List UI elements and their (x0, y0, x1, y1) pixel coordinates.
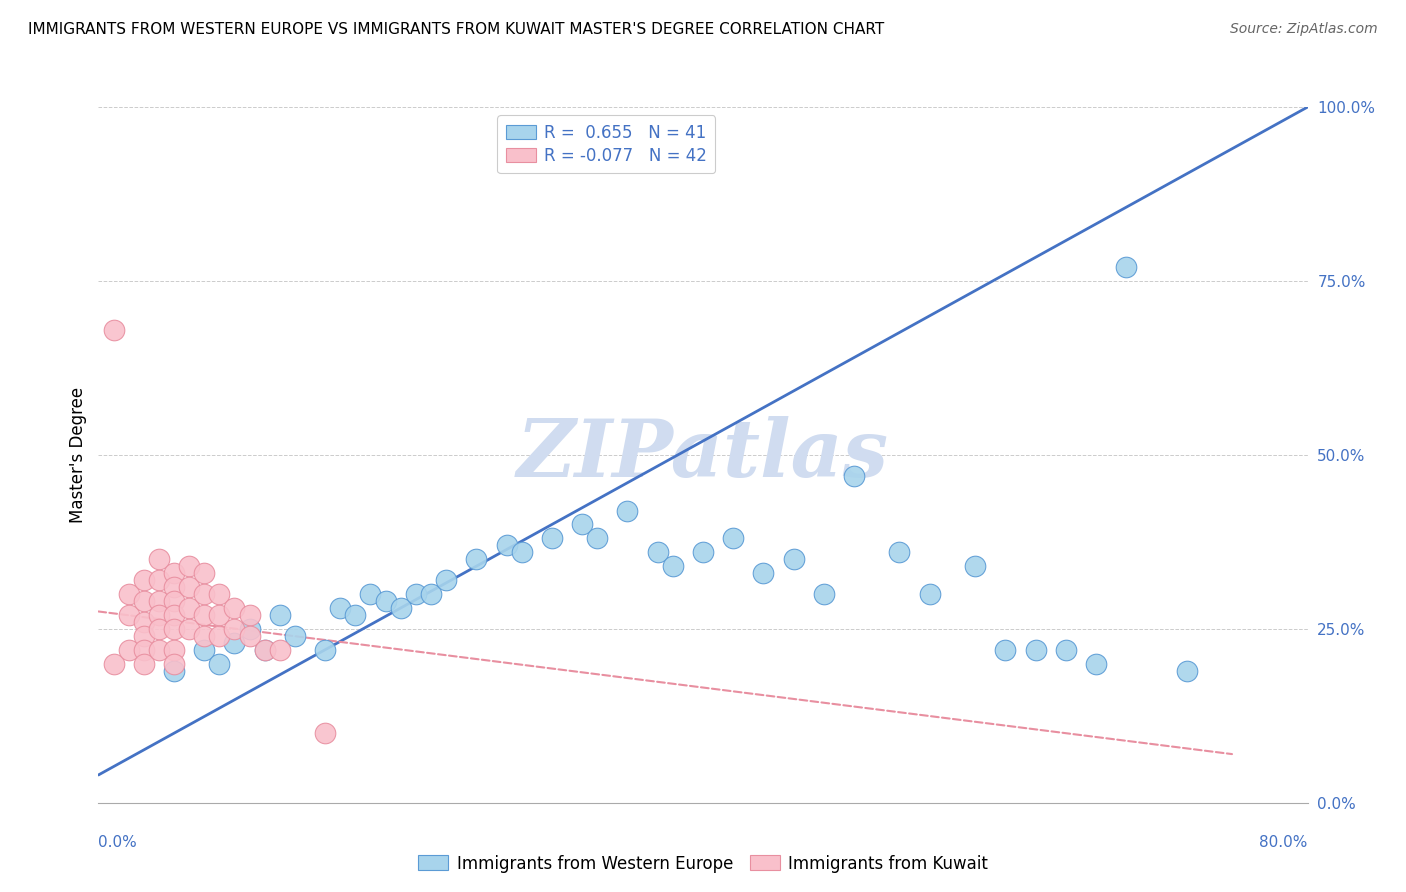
Point (918, 587, 941, 601)
Point (813, 587, 835, 601)
Point (1054, 642, 1077, 657)
Point (193, 629, 215, 643)
Point (163, 657, 186, 671)
Point (118, 607, 141, 622)
Point (193, 607, 215, 622)
Point (224, 636, 246, 650)
Point (208, 587, 231, 601)
Point (374, 594, 396, 608)
Point (419, 587, 441, 601)
Point (118, 587, 141, 601)
Point (118, 642, 141, 657)
Point (1085, 657, 1108, 671)
Point (782, 552, 804, 566)
Point (994, 642, 1017, 657)
Point (269, 607, 291, 622)
Point (208, 629, 231, 643)
Point (148, 607, 170, 622)
Point (269, 642, 291, 657)
Y-axis label: Master's Degree: Master's Degree (69, 387, 87, 523)
Point (1115, 260, 1137, 274)
Point (177, 622, 201, 636)
Point (692, 545, 714, 559)
Point (405, 587, 427, 601)
Point (1175, 664, 1198, 678)
Point (132, 657, 155, 671)
Point (616, 503, 638, 517)
Point (434, 573, 457, 587)
Point (965, 559, 987, 574)
Point (132, 615, 155, 629)
Legend: Immigrants from Western Europe, Immigrants from Kuwait: Immigrants from Western Europe, Immigran… (412, 848, 994, 880)
Point (163, 622, 186, 636)
Point (103, 657, 125, 671)
Legend: R =  0.655   N = 41, R = -0.077   N = 42: R = 0.655 N = 41, R = -0.077 N = 42 (498, 115, 716, 173)
Point (148, 552, 170, 566)
Point (163, 642, 186, 657)
Point (132, 573, 155, 587)
Point (329, 601, 352, 615)
Point (193, 642, 215, 657)
Point (177, 559, 201, 574)
Point (586, 532, 609, 546)
Point (253, 642, 276, 657)
Point (224, 601, 246, 615)
Point (103, 323, 125, 337)
Point (148, 573, 170, 587)
Point (132, 594, 155, 608)
Point (239, 622, 262, 636)
Point (844, 468, 866, 483)
Text: Source: ZipAtlas.com: Source: ZipAtlas.com (1230, 22, 1378, 37)
Point (193, 587, 215, 601)
Point (177, 580, 201, 594)
Text: 0.0%: 0.0% (98, 836, 138, 850)
Point (889, 545, 911, 559)
Point (571, 517, 593, 532)
Point (239, 629, 262, 643)
Point (752, 566, 775, 581)
Point (465, 552, 488, 566)
Text: 80.0%: 80.0% (1260, 836, 1308, 850)
Point (314, 642, 336, 657)
Point (208, 657, 231, 671)
Point (239, 607, 262, 622)
Point (510, 545, 533, 559)
Point (163, 594, 186, 608)
Point (193, 566, 215, 581)
Point (148, 622, 170, 636)
Point (163, 664, 186, 678)
Point (253, 642, 276, 657)
Point (132, 629, 155, 643)
Point (495, 538, 517, 552)
Point (1024, 642, 1046, 657)
Point (540, 532, 562, 546)
Point (163, 566, 186, 581)
Text: ZIPatlas: ZIPatlas (517, 417, 889, 493)
Point (721, 532, 744, 546)
Text: IMMIGRANTS FROM WESTERN EUROPE VS IMMIGRANTS FROM KUWAIT MASTER'S DEGREE CORRELA: IMMIGRANTS FROM WESTERN EUROPE VS IMMIGR… (28, 22, 884, 37)
Point (661, 559, 683, 574)
Point (314, 726, 336, 740)
Point (224, 622, 246, 636)
Point (177, 601, 201, 615)
Point (163, 580, 186, 594)
Point (148, 642, 170, 657)
Point (208, 607, 231, 622)
Point (647, 545, 669, 559)
Point (344, 607, 367, 622)
Point (389, 601, 412, 615)
Point (132, 642, 155, 657)
Point (148, 594, 170, 608)
Point (284, 629, 307, 643)
Point (360, 587, 382, 601)
Point (163, 607, 186, 622)
